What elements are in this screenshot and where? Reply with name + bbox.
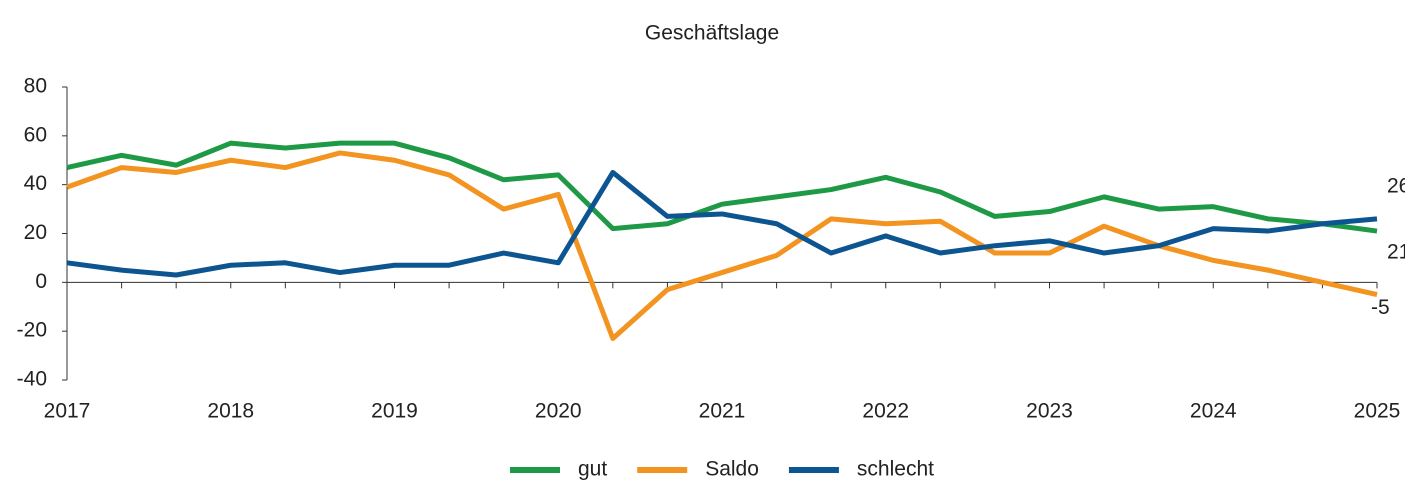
y-tick-label: 20 xyxy=(24,221,47,244)
x-tick-label: 2025 xyxy=(1354,400,1401,423)
legend-label: gut xyxy=(578,458,607,481)
y-tick-label: 60 xyxy=(24,123,47,146)
line-series xyxy=(66,150,1378,341)
x-tick-label: 2024 xyxy=(1190,400,1237,423)
line-series xyxy=(66,140,1378,234)
y-tick-label: 0 xyxy=(35,270,47,293)
x-tick-label: 2021 xyxy=(699,400,746,423)
end-label: -5 xyxy=(1371,296,1390,319)
x-tick-label: 2022 xyxy=(862,400,909,423)
y-tick-label: 40 xyxy=(24,172,47,195)
x-tick-label: 2023 xyxy=(1026,400,1073,423)
x-tick-label: 2020 xyxy=(535,400,582,423)
legend-label: Saldo xyxy=(705,458,759,481)
legend-label: schlecht xyxy=(857,458,934,481)
x-tick-label: 2017 xyxy=(44,400,91,423)
line-series xyxy=(66,169,1378,278)
y-tick-label: -20 xyxy=(17,319,47,342)
x-tick-label: 2018 xyxy=(207,400,254,423)
y-tick-label: -40 xyxy=(17,368,47,391)
chart-title: Geschäftslage xyxy=(645,22,779,45)
end-label: 26 xyxy=(1387,174,1405,197)
x-tick-label: 2019 xyxy=(371,400,418,423)
y-tick-label: 80 xyxy=(24,75,47,98)
end-label: 21 xyxy=(1387,241,1405,264)
